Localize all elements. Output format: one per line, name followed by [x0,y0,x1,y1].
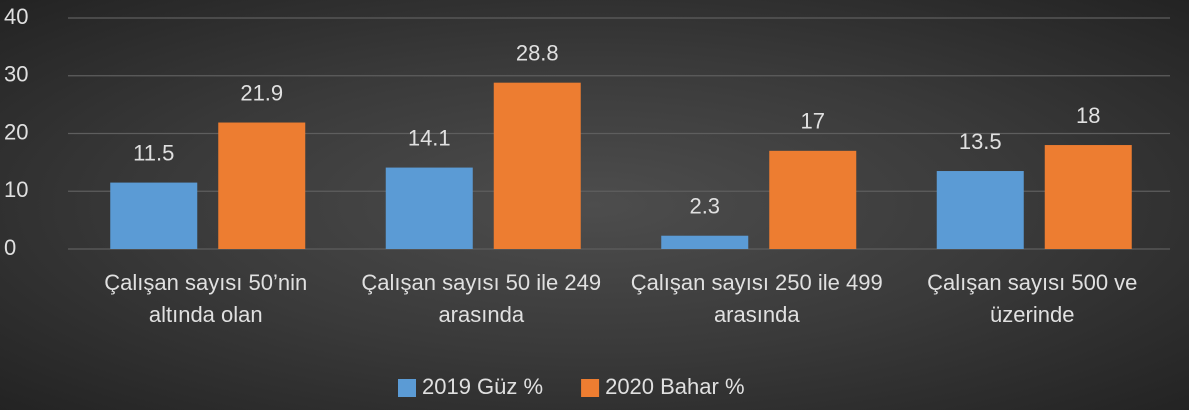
bar [936,171,1024,249]
bar [385,167,473,249]
legend-label: 2019 Güz % [422,374,543,399]
y-tick-label: 10 [4,177,28,202]
data-label: 21.9 [240,80,283,105]
y-tick-label: 30 [4,62,28,87]
x-tick-label: Çalışan sayısı 50’nin altında olan [104,270,308,327]
bar [1044,145,1132,249]
bar [493,82,581,250]
bar [110,182,198,249]
legend-swatch [581,379,600,397]
data-label: 17 [801,109,825,134]
bar [661,235,749,249]
data-label: 2.3 [689,194,720,219]
x-tick-label: Çalışan sayısı 250 ile 499 arasında [630,270,883,327]
y-tick-label: 40 [4,4,28,29]
data-label: 13.5 [959,129,1002,154]
x-tick-label: Çalışan sayısı 500 ve üzerinde [927,270,1138,327]
bar [769,150,857,249]
x-tick-label: Çalışan sayısı 50 ile 249 arasında [361,270,602,327]
data-label: 28.8 [516,40,559,65]
legend-label: 2020 Bahar % [605,374,744,399]
y-tick-label: 20 [4,119,28,144]
legend-swatch [398,379,416,397]
data-label: 11.5 [133,140,174,165]
bar [218,122,306,249]
data-label: 18 [1076,103,1100,128]
y-tick-label: 0 [4,235,16,260]
data-label: 14.1 [408,125,451,150]
